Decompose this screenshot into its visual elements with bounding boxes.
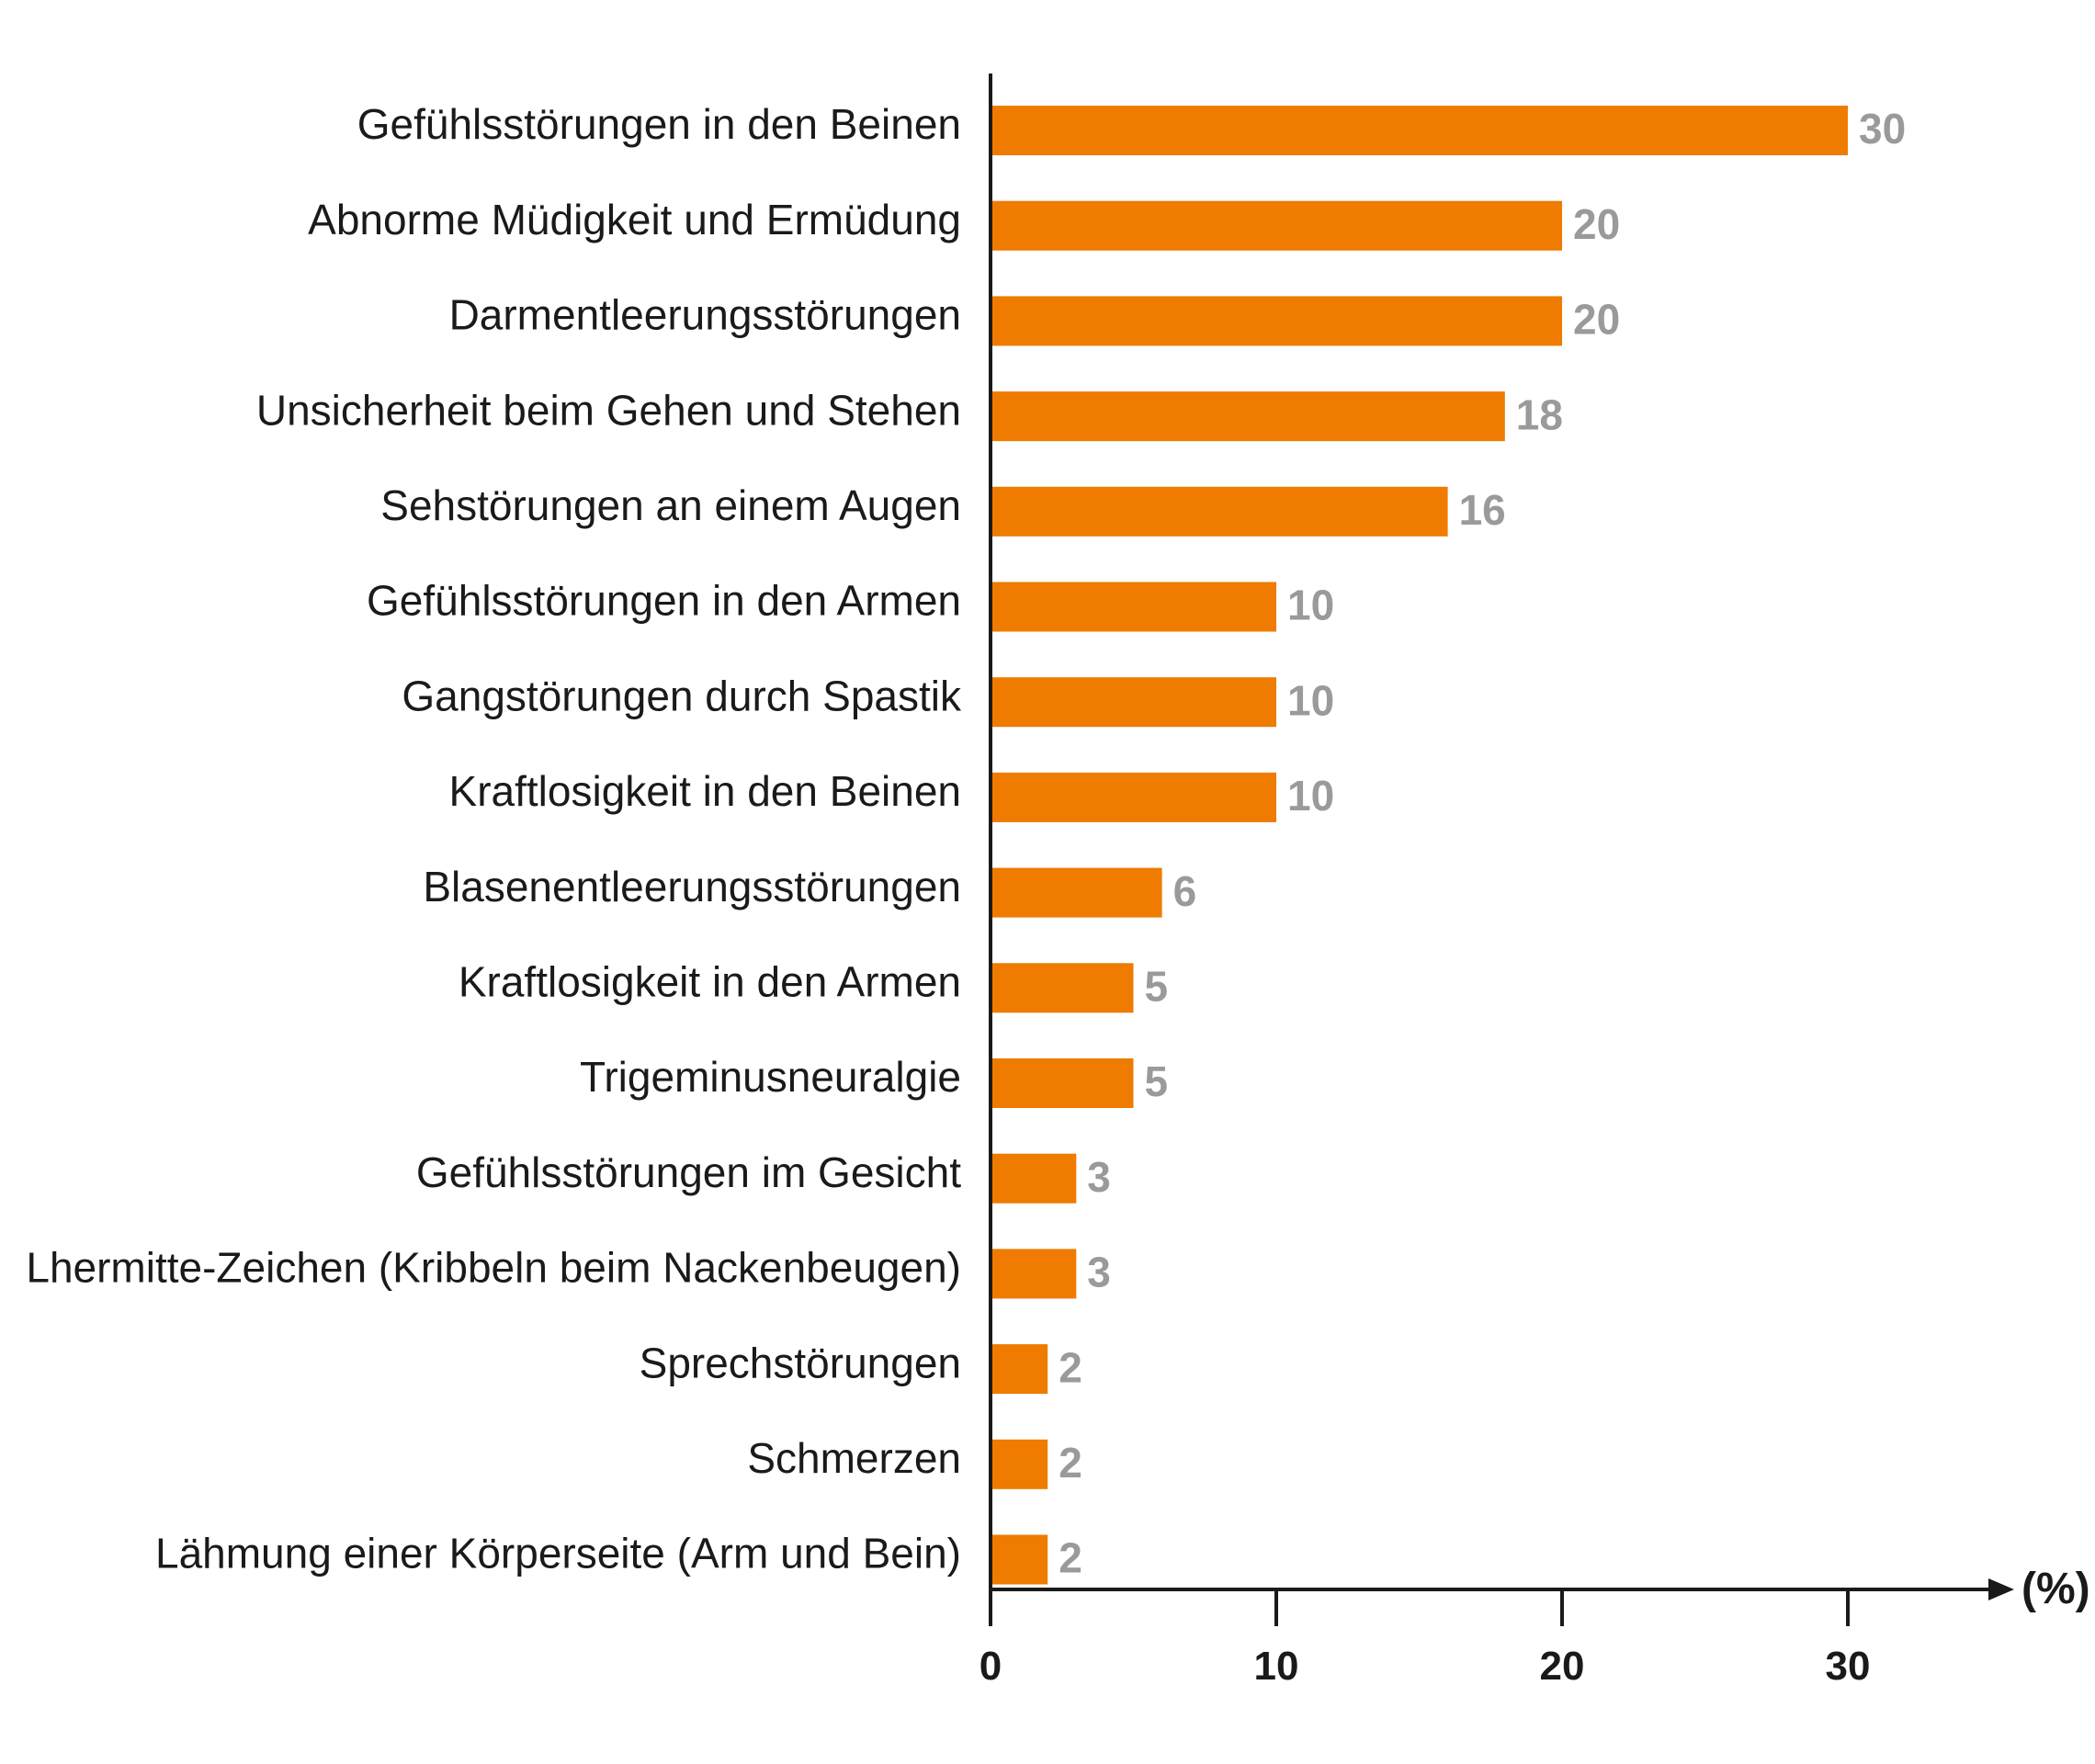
category-label: Schmerzen	[747, 1434, 961, 1482]
value-label: 20	[1573, 200, 1620, 248]
value-label: 30	[1859, 105, 1906, 153]
category-label: Gangstörungen durch Spastik	[402, 672, 962, 719]
value-label: 20	[1573, 296, 1620, 344]
value-label: 6	[1173, 867, 1197, 915]
category-label: Lhermitte-Zeichen (Kribbeln beim Nackenb…	[26, 1244, 961, 1292]
category-labels-group: Gefühlsstörungen in den Beinen Abnorme Mü…	[26, 100, 962, 1577]
bar	[991, 582, 1276, 632]
category-label: Darmentleerungsstörungen	[449, 291, 961, 339]
value-label: 2	[1059, 1534, 1082, 1582]
bar	[991, 296, 1562, 346]
category-label: Gefühlsstörungen in den Armen	[367, 577, 961, 625]
value-label: 2	[1059, 1343, 1082, 1391]
x-axis-arrow-icon	[1988, 1578, 2014, 1600]
x-tick-label: 30	[1826, 1644, 1871, 1689]
x-tick-label: 0	[980, 1644, 1002, 1689]
bar	[991, 677, 1276, 728]
bar	[991, 1439, 1048, 1489]
category-label: Unsicherheit beim Gehen und Stehen	[256, 386, 961, 434]
category-label: Gefühlsstörungen in den Beinen	[357, 100, 961, 148]
category-label: Abnorme Müdigkeit und Ermüdung	[308, 196, 961, 243]
value-label: 3	[1087, 1153, 1111, 1201]
bar	[991, 772, 1276, 822]
bar	[991, 1153, 1077, 1204]
value-label: 10	[1287, 772, 1334, 820]
value-label: 3	[1087, 1249, 1111, 1296]
x-ticks-group: 0 10 20 30	[980, 1589, 1871, 1689]
bar	[991, 963, 1134, 1013]
bar	[991, 200, 1562, 251]
value-label: 2	[1059, 1439, 1082, 1487]
bar	[991, 486, 1448, 537]
category-label: Blasenentleerungsstörungen	[423, 863, 961, 910]
category-label: Gefühlsstörungen im Gesicht	[416, 1148, 961, 1196]
bar	[991, 1344, 1048, 1395]
value-label: 5	[1145, 1057, 1169, 1105]
bar	[991, 391, 1505, 442]
x-axis-unit-label: (%)	[2021, 1565, 2090, 1613]
bar	[991, 1058, 1134, 1108]
value-label: 18	[1516, 390, 1563, 438]
category-label: Kraftlosigkeit in den Armen	[459, 957, 961, 1005]
axes-group: (%)	[989, 74, 2090, 1626]
category-label: Trigeminusneuralgie	[580, 1053, 961, 1101]
x-tick-label: 10	[1254, 1644, 1299, 1689]
x-tick-label: 20	[1540, 1644, 1585, 1689]
category-label: Sehstörungen an einem Augen	[380, 481, 961, 529]
value-label: 10	[1287, 676, 1334, 724]
bar	[991, 1534, 1048, 1585]
value-label: 5	[1145, 962, 1169, 1010]
bar	[991, 1249, 1077, 1299]
category-label: Kraftlosigkeit in den Beinen	[449, 767, 961, 815]
bar	[991, 867, 1162, 918]
category-label: Lähmung einer Körperseite (Arm und Bein)	[155, 1530, 961, 1577]
value-label: 16	[1459, 486, 1506, 534]
category-label: Sprechstörungen	[640, 1339, 961, 1386]
bar	[991, 106, 1848, 155]
bars-group	[991, 106, 1848, 1585]
value-label: 10	[1287, 582, 1334, 629]
